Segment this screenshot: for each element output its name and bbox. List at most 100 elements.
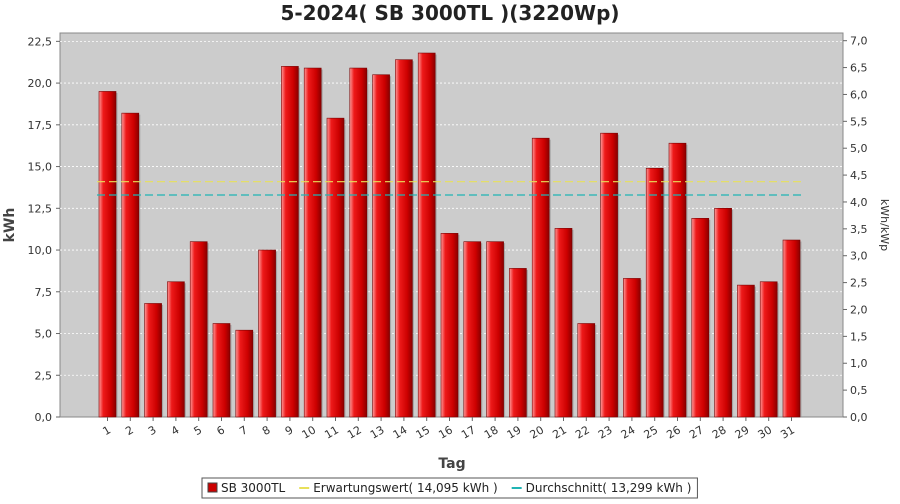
bar (212, 323, 231, 418)
legend-label: Durchschnitt( 13,299 kWh ) (526, 481, 692, 495)
bar (98, 91, 117, 418)
bar (349, 67, 368, 418)
y2-tick-label: 1,0 (850, 357, 868, 370)
legend-item: Durchschnitt( 13,299 kWh ) (511, 481, 692, 495)
y2-tick-label: 2,0 (850, 303, 868, 316)
bar (440, 233, 459, 418)
x-tick-label: 29 (733, 423, 752, 441)
x-tick-label: 6 (214, 423, 227, 438)
y2-tick-label: 3,0 (850, 250, 868, 263)
x-tick-label: 7 (237, 423, 250, 438)
x-tick-label: 11 (322, 423, 341, 441)
chart-title: 5-2024( SB 3000TL )(3220Wp) (280, 1, 619, 25)
bar (417, 52, 436, 418)
legend-item: SB 3000TL (207, 481, 286, 495)
x-tick-label: 20 (528, 423, 547, 441)
bar (600, 132, 618, 418)
x-tick-label: 27 (687, 423, 706, 441)
bar (235, 329, 254, 418)
x-tick-label: 5 (192, 423, 205, 438)
x-tick-label: 31 (778, 423, 797, 441)
bar (463, 241, 482, 418)
x-tick-label: 30 (756, 423, 775, 441)
x-axis-ticks: 1 2 3 4 5 6 7 8 9 10 11 12 13 14 15 16 17 18 19 20 21 22 23 24 2… (100, 417, 797, 442)
y2-tick-label: 5,0 (850, 142, 868, 155)
y-tick-label: 22,5 (28, 35, 53, 48)
x-tick-label: 17 (459, 423, 478, 441)
bar (281, 66, 299, 418)
y-tick-label: 12,5 (28, 202, 53, 215)
x-tick-label: 24 (619, 423, 638, 441)
bar (486, 241, 504, 418)
x-tick-label: 15 (414, 423, 433, 441)
grid-lines (60, 40, 843, 376)
y2-tick-label: 3,5 (850, 223, 868, 236)
y-tick-label: 2,5 (35, 369, 53, 382)
legend-label: SB 3000TL (221, 481, 286, 495)
x-tick-label: 18 (482, 423, 501, 441)
x-tick-label: 16 (436, 423, 455, 441)
y-tick-label: 0,0 (35, 411, 53, 424)
x-tick-label: 23 (596, 423, 615, 441)
bar (509, 268, 527, 418)
bar (668, 142, 687, 418)
y-axis-ticks: 0,0 2,5 5,0 7,5 10,0 12,5 15,0 17,5 20,0 22,5 (28, 35, 60, 424)
bar (326, 117, 345, 418)
y-tick-label: 15,0 (28, 161, 53, 174)
legend: SB 3000TL Erwartungswert( 14,095 kWh ) Dur… (201, 477, 698, 499)
x-tick-label: 14 (391, 423, 410, 441)
y2-tick-label: 0,0 (850, 411, 868, 424)
x-tick-label: 10 (300, 423, 319, 441)
legend-swatch (207, 482, 218, 493)
legend-frame (201, 477, 698, 499)
y2-tick-label: 0,5 (850, 384, 868, 397)
y2-tick-label: 4,5 (850, 169, 868, 182)
y2-axis-label: kWh/kWp (878, 199, 891, 251)
y-tick-label: 17,5 (28, 119, 53, 132)
x-tick-label: 3 (146, 423, 159, 438)
x-tick-label: 12 (345, 423, 364, 441)
x-tick-label: 13 (368, 423, 387, 441)
bar (782, 239, 801, 418)
y2-tick-label: 2,5 (850, 277, 868, 290)
bar (258, 249, 276, 418)
y2-tick-label: 1,5 (850, 330, 868, 343)
bar (737, 284, 755, 418)
bar (759, 281, 778, 418)
x-tick-label: 22 (573, 423, 592, 441)
y2-tick-label: 5,5 (850, 115, 868, 128)
y2-tick-label: 6,0 (850, 88, 868, 101)
bar (623, 278, 641, 418)
x-tick-label: 25 (642, 423, 661, 441)
bar (395, 59, 413, 418)
x-tick-label: 8 (260, 423, 273, 438)
bar (691, 218, 710, 418)
y-tick-label: 5,0 (35, 328, 53, 341)
bar (577, 323, 596, 418)
y-tick-label: 10,0 (28, 244, 53, 257)
bar (144, 303, 162, 418)
legend-item: Erwartungswert( 14,095 kWh ) (299, 481, 498, 495)
x-tick-label: 21 (550, 423, 569, 441)
reference-lines (97, 181, 802, 196)
bar (303, 67, 322, 418)
y-tick-label: 20,0 (28, 77, 53, 90)
x-tick-label: 4 (169, 423, 182, 438)
legend-items: SB 3000TL Erwartungswert( 14,095 kWh ) Dur… (207, 481, 692, 495)
x-tick-label: 1 (100, 423, 113, 438)
x-tick-label: 2 (123, 423, 136, 438)
bar (645, 167, 664, 418)
x-tick-label: 26 (664, 423, 683, 441)
bar (189, 241, 208, 418)
bar (121, 112, 140, 418)
bar (554, 228, 573, 418)
bar (167, 281, 185, 418)
y-tick-label: 7,5 (35, 286, 53, 299)
y2-tick-label: 6,5 (850, 62, 868, 75)
bar (714, 208, 732, 418)
y2-axis-ticks: 0,0 0,5 1,0 1,5 2,0 2,5 3,0 3,5 4,0 4,5 5,0 5,5 6,0 6… (843, 35, 868, 424)
x-tick-label: 19 (505, 423, 524, 441)
y2-tick-label: 7,0 (850, 35, 868, 48)
